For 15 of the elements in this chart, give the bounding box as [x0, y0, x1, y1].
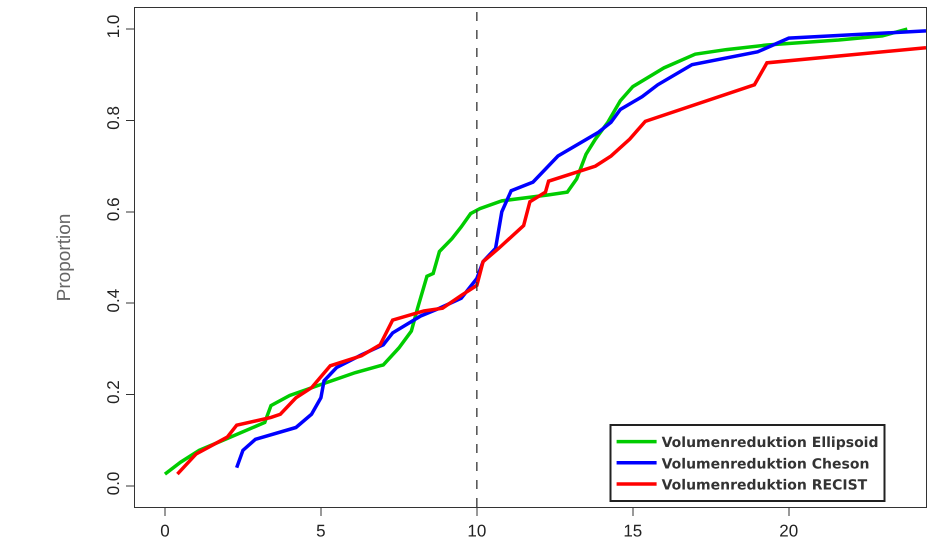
x-tick-label: 20 — [779, 522, 798, 540]
y-tick-label: 0.4 — [104, 288, 124, 312]
y-tick-label: 0.6 — [104, 197, 124, 222]
y-tick-label: 0.0 — [104, 472, 124, 496]
y-tick-label: 1.0 — [104, 14, 124, 38]
legend-label: Volumenreduktion Ellipsoid — [662, 435, 879, 452]
y-tick-label: 0.2 — [104, 380, 124, 404]
y-axis-title: Proportion — [54, 214, 75, 302]
x-tick-label: 15 — [623, 522, 642, 540]
x-tick-label: 0 — [160, 522, 170, 540]
legend-label: Volumenreduktion Cheson — [662, 456, 870, 472]
legend-label: Volumenreduktion RECIST — [662, 477, 868, 494]
x-tick-label: 5 — [316, 522, 326, 540]
y-tick-label: 0.8 — [104, 106, 124, 130]
x-tick-label: 10 — [467, 522, 486, 540]
